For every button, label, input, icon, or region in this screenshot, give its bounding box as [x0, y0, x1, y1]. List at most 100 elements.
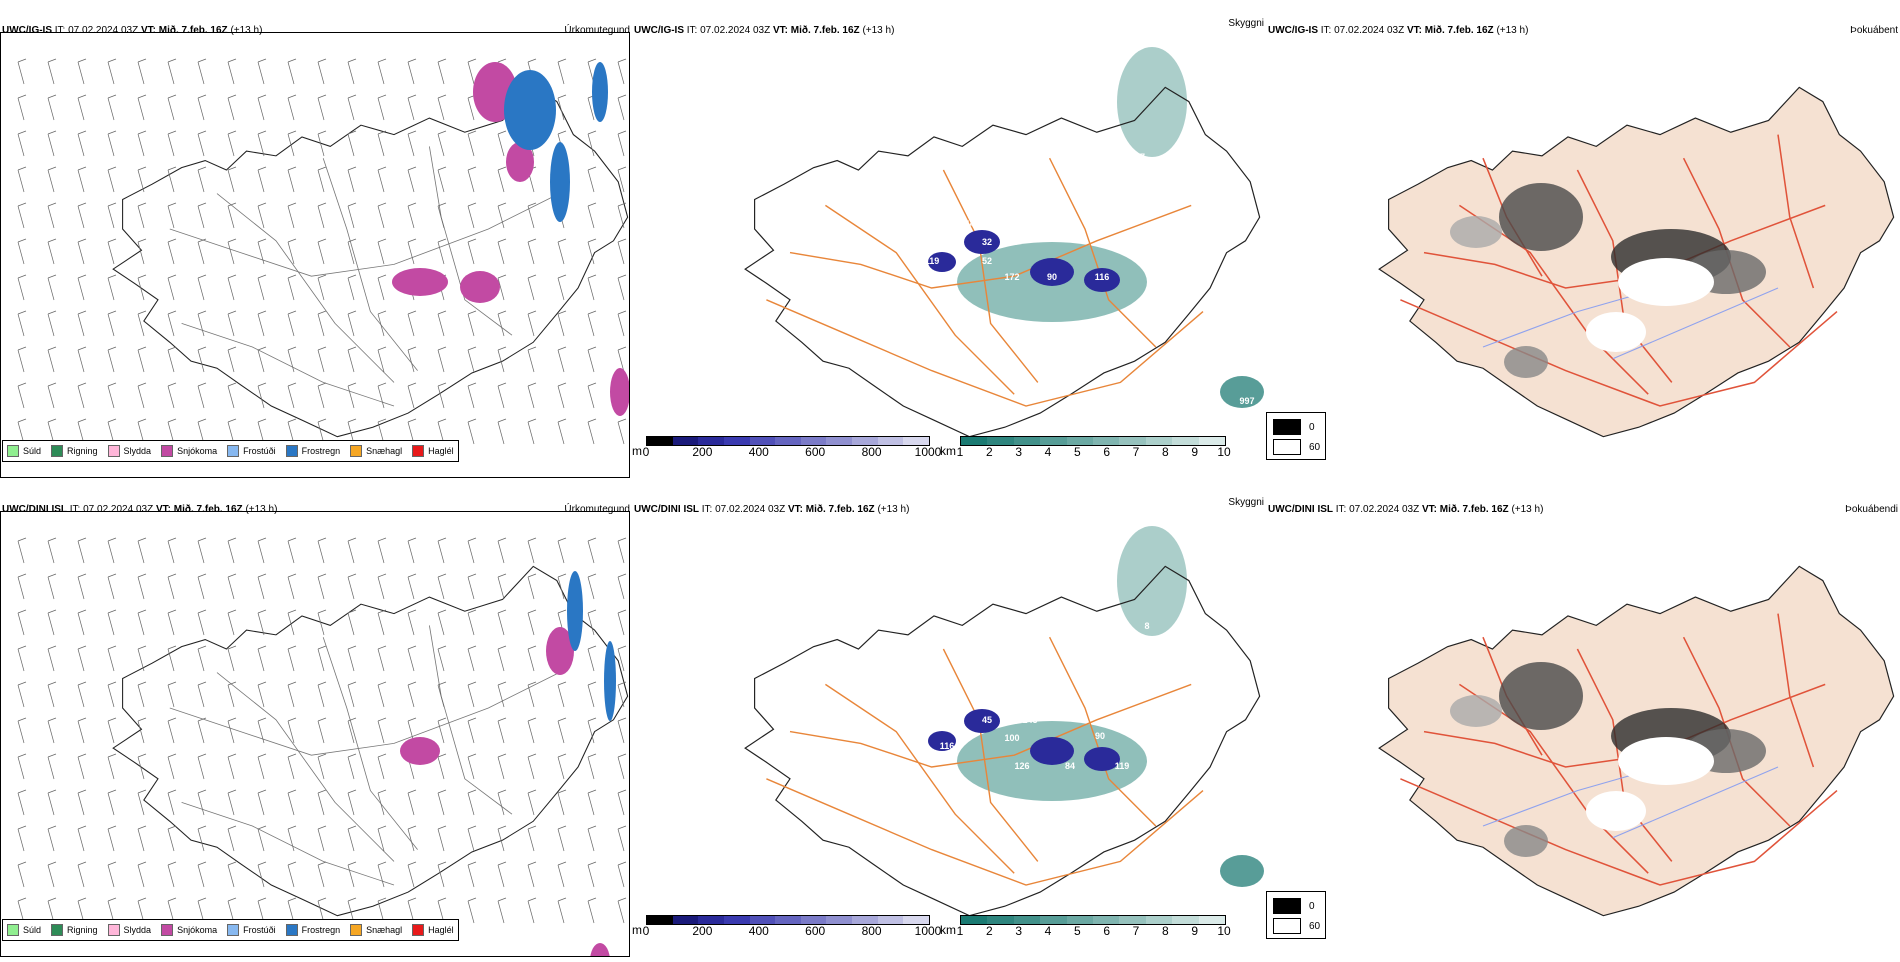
legend-label: Rigning: [67, 925, 98, 935]
colorbar-segment: [852, 437, 878, 445]
wind-barb: [17, 166, 27, 193]
wind-barb: [437, 717, 447, 744]
wind-barb: [227, 58, 237, 85]
wind-barb: [407, 346, 417, 373]
wind-barb: [47, 753, 57, 780]
legend-swatch: [412, 924, 425, 936]
wind-barb: [167, 274, 177, 301]
legend-label: Snæhagl: [366, 925, 403, 935]
wind-barb: [347, 861, 357, 888]
wind-barb: [377, 166, 387, 193]
ceiling-value-label: 99: [1162, 643, 1172, 653]
wind-barb: [287, 537, 297, 564]
colorbar-tick-label: 1000: [914, 924, 942, 938]
wind-barb: [107, 238, 117, 265]
wind-barb: [317, 609, 327, 636]
wind-barb: [467, 58, 477, 85]
wind-barb: [287, 681, 297, 708]
wind-barb: [617, 346, 627, 373]
wind-barb: [107, 382, 117, 409]
wind-barb: [617, 418, 627, 445]
wind-barb: [257, 310, 267, 337]
ceiling-value-label: 116: [1095, 272, 1110, 282]
wind-barb: [17, 346, 27, 373]
wind-barb: [257, 202, 267, 229]
colorbar-tick-label: 4: [1044, 924, 1052, 938]
wind-barb: [287, 130, 297, 157]
wind-barb: [107, 166, 117, 193]
legend-item: Snjókoma: [161, 924, 217, 936]
road-line: [1777, 134, 1815, 289]
colorbar-tick-label: 1000: [914, 445, 942, 459]
wind-barb: [257, 861, 267, 888]
road-line: [942, 169, 1039, 383]
wind-barb: [257, 537, 267, 564]
wind-barb: [257, 346, 267, 373]
snowfall-area: [460, 271, 500, 303]
wind-barb: [437, 202, 447, 229]
colorbar-unit: m: [632, 444, 642, 458]
clear-area: [1586, 791, 1646, 831]
colorbar-segment: [1145, 437, 1173, 445]
colorbar-tick-label: 6: [1103, 445, 1110, 459]
wind-barb: [17, 753, 27, 780]
road-line: [216, 672, 395, 862]
snowfall-area: [546, 627, 574, 675]
wind-barb: [287, 717, 297, 744]
wind-barb: [437, 609, 447, 636]
wind-barb: [407, 382, 417, 409]
fog-legend: 0 60: [1266, 891, 1326, 939]
wind-barb: [257, 58, 267, 85]
wind-barb: [197, 573, 207, 600]
wind-barb: [167, 789, 177, 816]
colorbar-tick-label: 0: [642, 924, 650, 938]
legend-label: Frostúði: [243, 446, 276, 456]
ceiling-value-label: 138: [1042, 698, 1057, 708]
colorbar-segment: [749, 437, 776, 445]
wind-barb: [437, 58, 447, 85]
ceiling-value-label: 8: [1144, 621, 1149, 631]
wind-barb: [617, 861, 627, 888]
colorbar-unit: km: [940, 444, 956, 458]
colorbar-tick-label: 7: [1132, 924, 1140, 938]
wind-barb: [287, 382, 297, 409]
wind-barb: [497, 753, 507, 780]
wind-barb: [347, 382, 357, 409]
legend-label: Snæhagl: [366, 446, 403, 456]
legend-label: Haglél: [428, 925, 454, 935]
panel-title: UWC/DINI ISL IT: 07.02.2024 03Z VT: Mið.…: [634, 504, 910, 515]
panel-precip-type-igis: UWC/IG-IS IT: 07.02.2024 03Z VT: Mið. 7.…: [0, 16, 632, 483]
wind-barb: [257, 609, 267, 636]
wind-barb: [257, 645, 267, 672]
wind-barb: [467, 537, 477, 564]
wind-barb: [617, 789, 627, 816]
road-line: [1400, 778, 1838, 886]
wind-barb: [77, 573, 87, 600]
wind-barb: [407, 861, 417, 888]
wind-barb: [137, 717, 147, 744]
panel-visibility-dini: UWC/DINI ISL IT: 07.02.2024 03Z VT: Mið.…: [632, 495, 1264, 962]
wind-barb: [587, 681, 597, 708]
ceiling-value-label: 142: [864, 254, 879, 264]
colorbar-segment: [1172, 916, 1199, 924]
freezing-rain-area: [592, 62, 608, 122]
panel-title: UWC/DINI ISL IT: 07.02.2024 03Z VT: Mið.…: [2, 504, 278, 515]
wind-barb: [617, 609, 627, 636]
wind-barb: [587, 609, 597, 636]
colorbar-tick-label: 400: [748, 924, 769, 938]
wind-barb: [17, 537, 27, 564]
wind-barb: [467, 310, 477, 337]
wind-barb: [227, 645, 237, 672]
legend-swatch: [7, 445, 19, 457]
ceiling-value-label: 52: [982, 256, 992, 266]
wind-barb: [617, 717, 627, 744]
road-line: [1048, 157, 1157, 348]
colorbar-segment: [987, 916, 1014, 924]
wind-barb: [497, 645, 507, 672]
low-ceiling-area: [1030, 258, 1074, 286]
ceiling-value-label: 243: [1022, 715, 1037, 725]
wind-barb: [227, 573, 237, 600]
wind-barb: [587, 346, 597, 373]
wind-barb: [17, 94, 27, 121]
wind-barb: [287, 202, 297, 229]
